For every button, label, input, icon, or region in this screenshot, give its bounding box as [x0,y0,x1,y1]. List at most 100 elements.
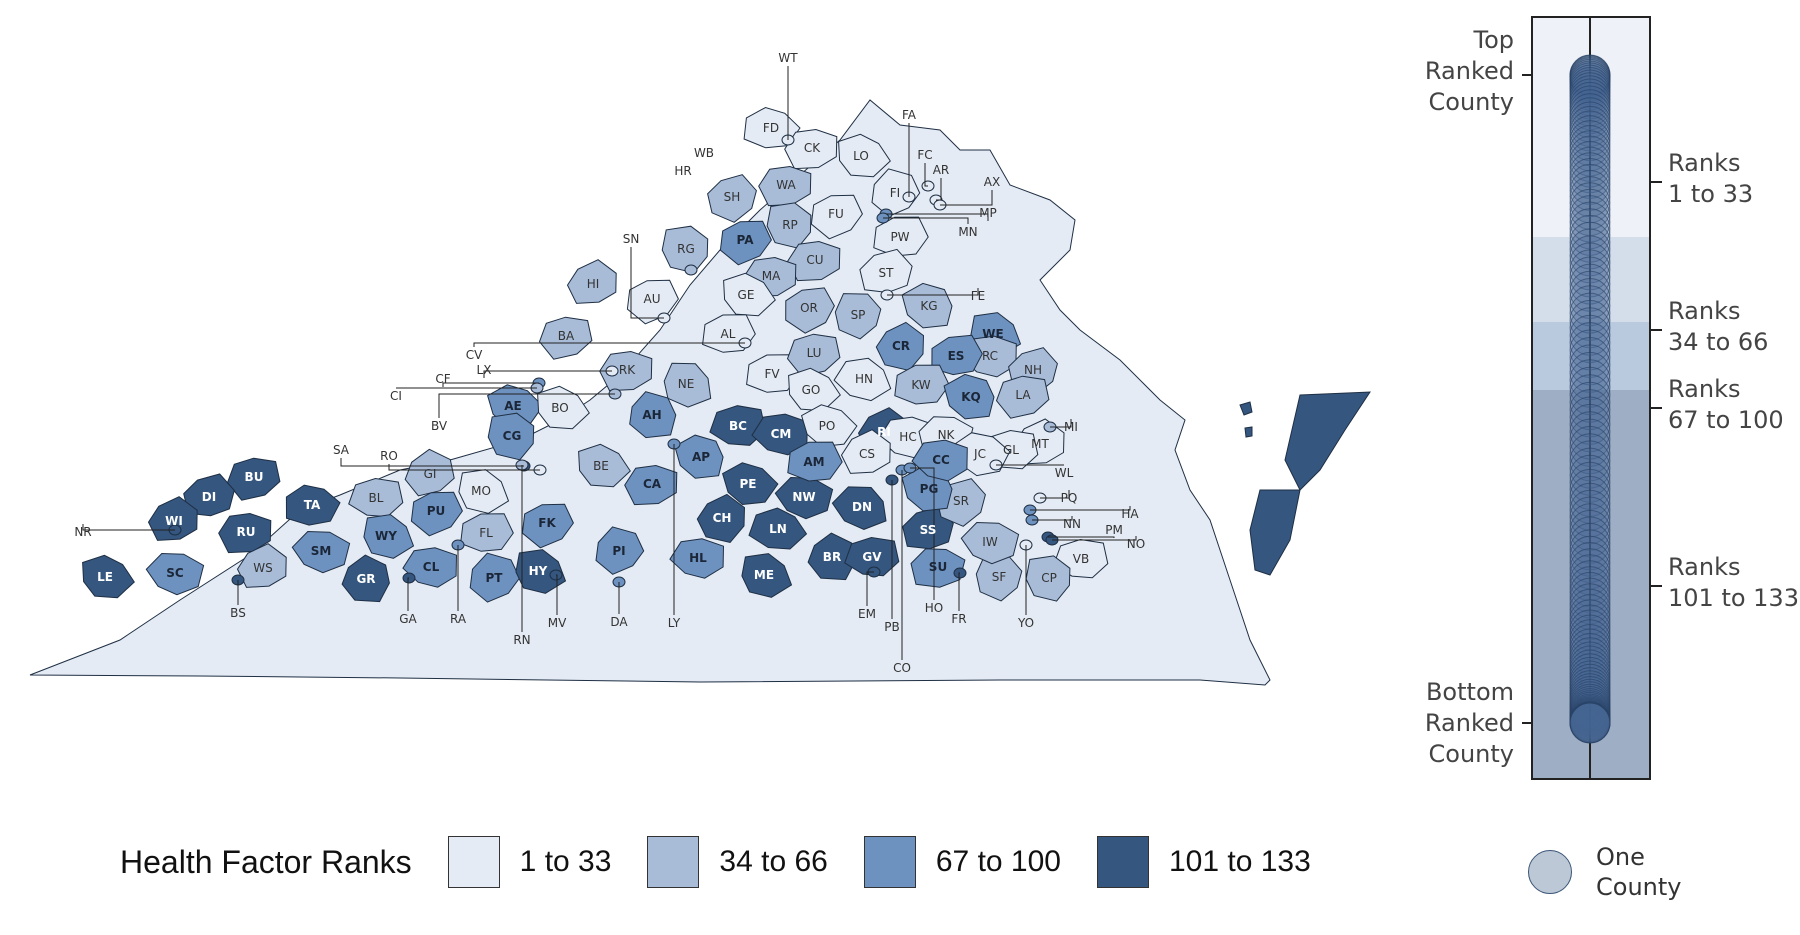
county-label-KW: KW [911,378,930,392]
county-label-GI: GI [424,467,437,481]
county-label-SR: SR [953,494,969,508]
county-label-LA: LA [1015,388,1031,402]
county-label-SU: SU [929,560,947,574]
rank-strip-chart: Top Ranked County Bottom Ranked County Ranks 1 … [1425,16,1799,780]
legend-swatch-1 [447,836,500,888]
strip-dot [1569,120,1611,162]
county-label-GL: GL [1003,443,1019,457]
leader-line-AX [940,190,993,206]
county-label-BO: BO [551,401,568,415]
legend-label-4: 101 to 133 [1168,845,1311,878]
county-shape-MO [458,469,510,514]
county-label-PG: PG [920,482,939,496]
county-shape-AH [629,391,677,439]
county-label-BV: BV [431,419,448,433]
county-shape-SF [975,555,1023,602]
strip-dot [1569,529,1611,571]
legend-swatch-4 [1096,836,1149,888]
strip-dot [1569,176,1611,218]
county-label-BU: BU [245,470,264,484]
county-label-NH: NH [1024,363,1042,377]
legend-swatch-3 [863,836,916,888]
legend-item-4: 101 to 133 [1096,836,1311,888]
leader-line-CF [442,382,539,387]
county-label-AR: AR [933,163,950,177]
county-label-GO: GO [802,383,821,397]
county-label-AL: AL [721,327,736,341]
county-label-SM: SM [311,544,332,558]
county-shape-CA [624,464,678,506]
county-label-AH: AH [642,408,661,422]
county-shape-FI [871,168,921,217]
county-shape-GE [723,272,776,317]
county-label-MA: MA [762,269,781,283]
county-label-LO: LO [853,149,869,163]
county-label-BE: BE [593,459,609,473]
county-label-SA: SA [333,443,350,457]
legend-item-2: 34 to 66 [647,836,828,888]
county-label-BL: BL [369,491,384,505]
county-label-DN: DN [852,500,872,514]
leader-line-MI [1050,419,1072,428]
county-label-MP: MP [979,206,997,220]
one-county-dot-icon [1528,850,1572,894]
county-shape-TA [285,484,341,526]
county-label-CR: CR [892,339,910,353]
county-shape-LO [838,133,891,178]
county-label-PA: PA [737,233,755,247]
county-label-PQ: PQ [1061,491,1078,505]
county-shape-DI [183,473,235,517]
county-label-PM: PM [1105,523,1123,537]
strip-dot [1569,522,1611,564]
leader-line-SA [340,458,524,467]
legend-swatch-2 [647,836,700,888]
county-label-AM: AM [803,455,824,469]
legend-label-2: 34 to 66 [719,845,828,878]
county-shape-PA [719,220,772,266]
leader-line-NO [1052,536,1137,541]
leader-line-CV [473,342,745,347]
leader-line-FE [887,288,979,296]
county-shape-CR [875,321,925,372]
county-shape-LN [748,507,808,550]
county-shape-SH [707,174,757,223]
county-label-RI: RI [877,425,891,439]
county-label-IW: IW [982,535,998,549]
county-label-BR: BR [823,550,841,564]
county-label-FU: FU [828,207,844,221]
county-label-BC: BC [729,419,747,433]
county-shape-PO [801,404,858,448]
county-shape-FL [460,513,514,552]
county-label-RC: RC [982,349,998,363]
county-shape-CC [911,439,968,482]
county-label-CM: CM [771,427,792,441]
county-label-MI: MI [1064,420,1078,434]
legend-item-3: 67 to 100 [863,836,1061,888]
county-label-FR: FR [951,612,966,626]
county-shape-NW [774,476,834,520]
county-label-FI: FI [890,186,900,200]
leader-line-HO [910,467,935,600]
leader-line-MV [556,574,558,615]
county-label-GE: GE [738,288,755,302]
county-shape-IW [960,521,1020,565]
county-label-MN: MN [958,225,977,239]
band-label-4: Ranks 101 to 133 [1668,553,1799,612]
leader-line-MP [886,213,989,221]
county-shape-SC [145,552,205,596]
county-label-BS: BS [230,606,246,620]
leader-line-NR [82,524,175,531]
county-label-PU: PU [427,504,446,518]
county-shape-BU [226,457,281,501]
strip-dot [1569,566,1611,608]
county-label-NN: NN [1063,517,1081,531]
county-label-RA: RA [450,612,467,626]
legend-item-1: 1 to 33 [447,836,611,888]
county-label-ES: ES [948,349,965,363]
leader-line-EM [866,571,874,606]
county-label-HL: HL [689,551,707,565]
county-label-HI: HI [587,277,600,291]
county-label-CP: CP [1041,571,1057,585]
county-shape-CL [402,547,458,588]
